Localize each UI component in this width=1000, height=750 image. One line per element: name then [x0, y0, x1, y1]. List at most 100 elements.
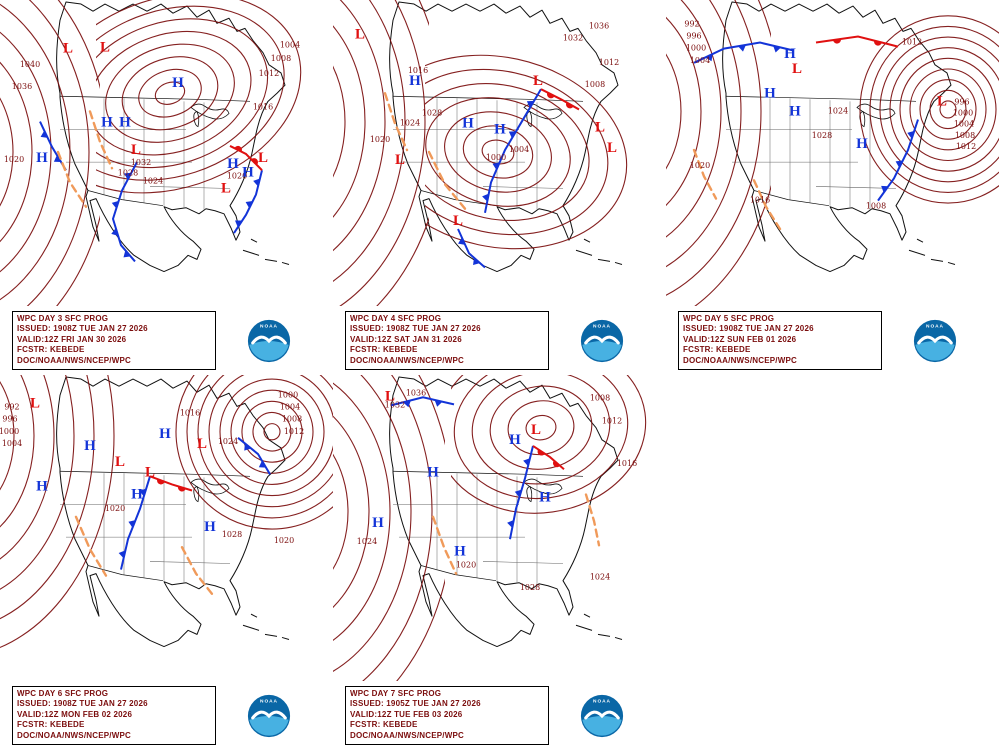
cold-front-pip — [523, 458, 530, 467]
warm-front-pip — [833, 38, 841, 44]
trough-front — [383, 92, 409, 152]
cold-front-pip — [773, 45, 781, 53]
panel-footer: WPC DAY 4 SFC PROG ISSUED: 1908Z TUE JAN… — [333, 306, 666, 375]
isobar-label: 1020 — [456, 560, 476, 569]
isobar-label: 1004 — [280, 41, 300, 50]
isobar-family — [333, 375, 445, 681]
warm-front — [540, 88, 580, 111]
low-pressure-center: L — [937, 93, 947, 109]
isobar-label: 1024 — [590, 573, 610, 582]
legend-title: WPC DAY 4 SFC PROG — [350, 314, 442, 324]
isobar-label: 992 — [684, 19, 699, 28]
isobar-label: 1004 — [509, 145, 529, 154]
high-pressure-center: H — [509, 432, 521, 448]
low-pressure-center: L — [63, 41, 73, 57]
isobar-label: 1000 — [278, 390, 298, 399]
legend-box-day7: WPC DAY 7 SFC PROG ISSUED: 1905Z TUE JAN… — [345, 686, 549, 745]
isobar-label: 1012 — [956, 142, 976, 151]
cold-front-pip — [245, 201, 253, 209]
cold-front-pip — [738, 44, 746, 52]
isobar-label: 1004 — [954, 120, 974, 129]
isobar-label: 1008 — [271, 54, 291, 63]
low-pressure-center: L — [197, 436, 207, 452]
isobar-label: 1000 — [486, 153, 506, 162]
isobar-label: 1008 — [282, 415, 302, 424]
cold-front-pip — [482, 193, 489, 202]
cold-front-pip — [881, 185, 889, 193]
isobar-label: 1008 — [585, 80, 605, 89]
isobar-family — [666, 0, 771, 306]
warm-front-pip — [553, 460, 561, 468]
legend-valid: VALID:12Z TUE FEB 03 2026 — [350, 709, 463, 719]
legend-fcstr: FCSTR: KEBEDE — [350, 720, 418, 730]
isobar-label: 1020 — [274, 536, 294, 545]
isobar-label: 1028 — [520, 583, 540, 592]
isobar-label: 1028 — [422, 108, 442, 117]
legend-fcstr: FCSTR: KEBEDE — [683, 345, 751, 355]
cold-front-pip — [53, 155, 62, 163]
high-pressure-center: H — [172, 75, 184, 91]
isobar-label: 1028 — [222, 530, 242, 539]
trough-front — [427, 150, 467, 210]
low-pressure-center: L — [258, 150, 268, 166]
noaa-logo: NOAA — [913, 319, 957, 362]
trough-front — [74, 515, 108, 577]
cold-front-pip — [123, 250, 131, 258]
high-pressure-center: H — [372, 515, 384, 531]
isobar-label: 1016 — [617, 459, 637, 468]
low-pressure-center: L — [531, 422, 541, 438]
high-pressure-center: H — [119, 115, 131, 131]
cold-front-pip — [111, 228, 119, 236]
legend-fcstr: FCSTR: KEBEDE — [17, 345, 85, 355]
noaa-logo: NOAA — [247, 319, 291, 362]
isobar-label: 1012 — [284, 427, 304, 436]
isobar-label: 992 — [4, 402, 19, 411]
high-pressure-center: H — [789, 103, 801, 119]
trough-front — [752, 179, 782, 231]
noaa-logo-sea — [582, 340, 622, 361]
isobar-label: 1036 — [589, 21, 609, 30]
legend-agency: DOC/NOAA/NWS/NCEP/WPC — [17, 355, 131, 365]
surface-prog-map-day6: 992 996 1000 1004 1000 1004 1008 1012 1024 1020 10… — [0, 375, 333, 648]
high-pressure-center: H — [427, 464, 439, 480]
cold-front-pip — [907, 130, 915, 139]
cold-front-pip — [705, 54, 713, 62]
high-pressure-center: H — [764, 85, 776, 101]
isobar-label: 1012 — [902, 38, 922, 47]
isobar-label: 1008 — [866, 202, 886, 211]
isobar-label: 1004 — [690, 56, 710, 65]
legend-box-day3: WPC DAY 3 SFC PROG ISSUED: 1908Z TUE JAN… — [12, 311, 216, 370]
noaa-logo: NOAA — [580, 319, 624, 362]
low-pressure-center: L — [100, 40, 110, 56]
cold-front-pip — [258, 460, 267, 468]
panel-wpc-day6: 992 996 1000 1004 1000 1004 1008 1012 1024 1020 10… — [0, 375, 333, 750]
panel-footer: WPC DAY 5 SFC PROG ISSUED: 1908Z TUE JAN… — [666, 306, 999, 375]
cold-front-pip — [111, 200, 119, 209]
low-pressure-center: L — [607, 140, 617, 156]
low-pressure-center: L — [221, 180, 231, 196]
isobar-label: 1020 — [105, 504, 125, 513]
panel-wpc-day5: 992 996 1000 1004 996 1000 1004 1008 1012 1020 101… — [666, 0, 999, 375]
isobar-label: 1028 — [812, 131, 832, 140]
isobar-label: 1000 — [953, 108, 973, 117]
warm-front-pip — [157, 478, 165, 485]
trough-front — [56, 150, 88, 208]
cold-front-pip — [128, 520, 136, 528]
isobar-label: 1016 — [253, 102, 273, 111]
low-pressure-center: L — [453, 213, 463, 229]
legend-fcstr: FCSTR: KEBEDE — [350, 345, 418, 355]
trough-front — [692, 148, 718, 200]
high-pressure-center: H — [409, 73, 421, 89]
warm-front — [229, 145, 263, 171]
cold-front-pip — [514, 489, 522, 498]
high-pressure-center: H — [454, 543, 466, 559]
legend-box-day6: WPC DAY 6 SFC PROG ISSUED: 1908Z TUE JAN… — [12, 686, 216, 745]
cold-front-pip — [895, 160, 903, 168]
isobar-label: 1024 — [828, 106, 848, 115]
cold-front — [390, 396, 455, 407]
noaa-logo-sea — [249, 340, 289, 361]
high-pressure-center: H — [204, 519, 216, 535]
legend-title: WPC DAY 5 SFC PROG — [683, 314, 775, 324]
isobar-family — [175, 375, 333, 530]
